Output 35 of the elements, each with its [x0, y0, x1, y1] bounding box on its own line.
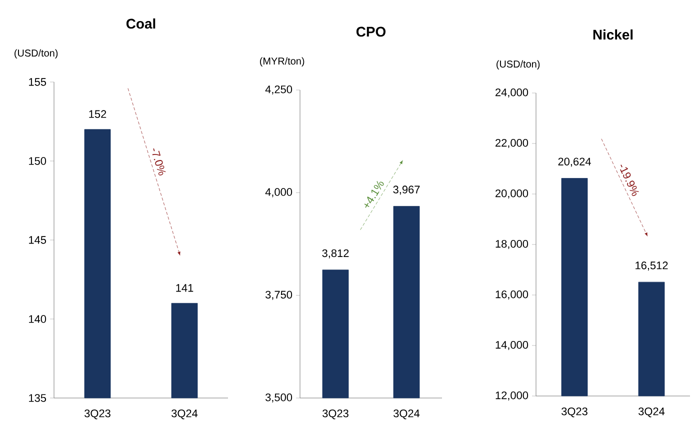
x-tick-label: 3Q24 — [394, 410, 420, 420]
annotation: -7.0% — [152, 148, 166, 176]
y-tick-label: 135 — [29, 394, 46, 402]
data-label: 3,967 — [393, 186, 420, 195]
chart-title: CPO — [356, 26, 386, 37]
y-tick-label: 24,000 — [496, 88, 528, 98]
x-tick-label: 3Q23 — [562, 408, 588, 418]
data-label: 16,512 — [636, 262, 668, 271]
y-tick-label: 18,000 — [496, 240, 528, 250]
data-label: 152 — [89, 110, 106, 118]
y-tick-label: 3,500 — [265, 393, 292, 403]
y-axis-title: (MYR/ton) — [260, 57, 304, 67]
chart-title: Coal — [126, 18, 156, 29]
y-tick-label: 14,000 — [496, 340, 528, 350]
y-tick-label: 16,000 — [496, 290, 528, 300]
y-tick-label: 145 — [29, 236, 46, 244]
y-axis-title: (USD/ton) — [14, 49, 58, 59]
y-axis-title: (USD/ton) — [496, 60, 540, 70]
y-tick-label: 3,750 — [265, 290, 292, 300]
y-tick-label: 22,000 — [496, 138, 528, 148]
chart-title: Nickel — [593, 29, 633, 40]
data-label: 141 — [176, 284, 194, 292]
x-tick-label: 3Q24 — [638, 408, 665, 418]
y-tick-label: 140 — [29, 315, 46, 323]
data-label: 3,812 — [322, 249, 349, 258]
y-tick-label: 155 — [29, 78, 46, 86]
x-tick-label: 3Q24 — [172, 410, 198, 420]
x-tick-label: 3Q23 — [322, 410, 348, 420]
x-tick-label: 3Q23 — [84, 410, 110, 420]
data-label: 20,624 — [558, 158, 591, 167]
y-tick-label: 150 — [29, 157, 46, 165]
y-tick-label: 4,250 — [265, 85, 292, 95]
y-tick-label: 12,000 — [496, 391, 528, 401]
y-tick-label: 20,000 — [496, 189, 528, 199]
y-tick-label: 4,000 — [265, 188, 292, 198]
